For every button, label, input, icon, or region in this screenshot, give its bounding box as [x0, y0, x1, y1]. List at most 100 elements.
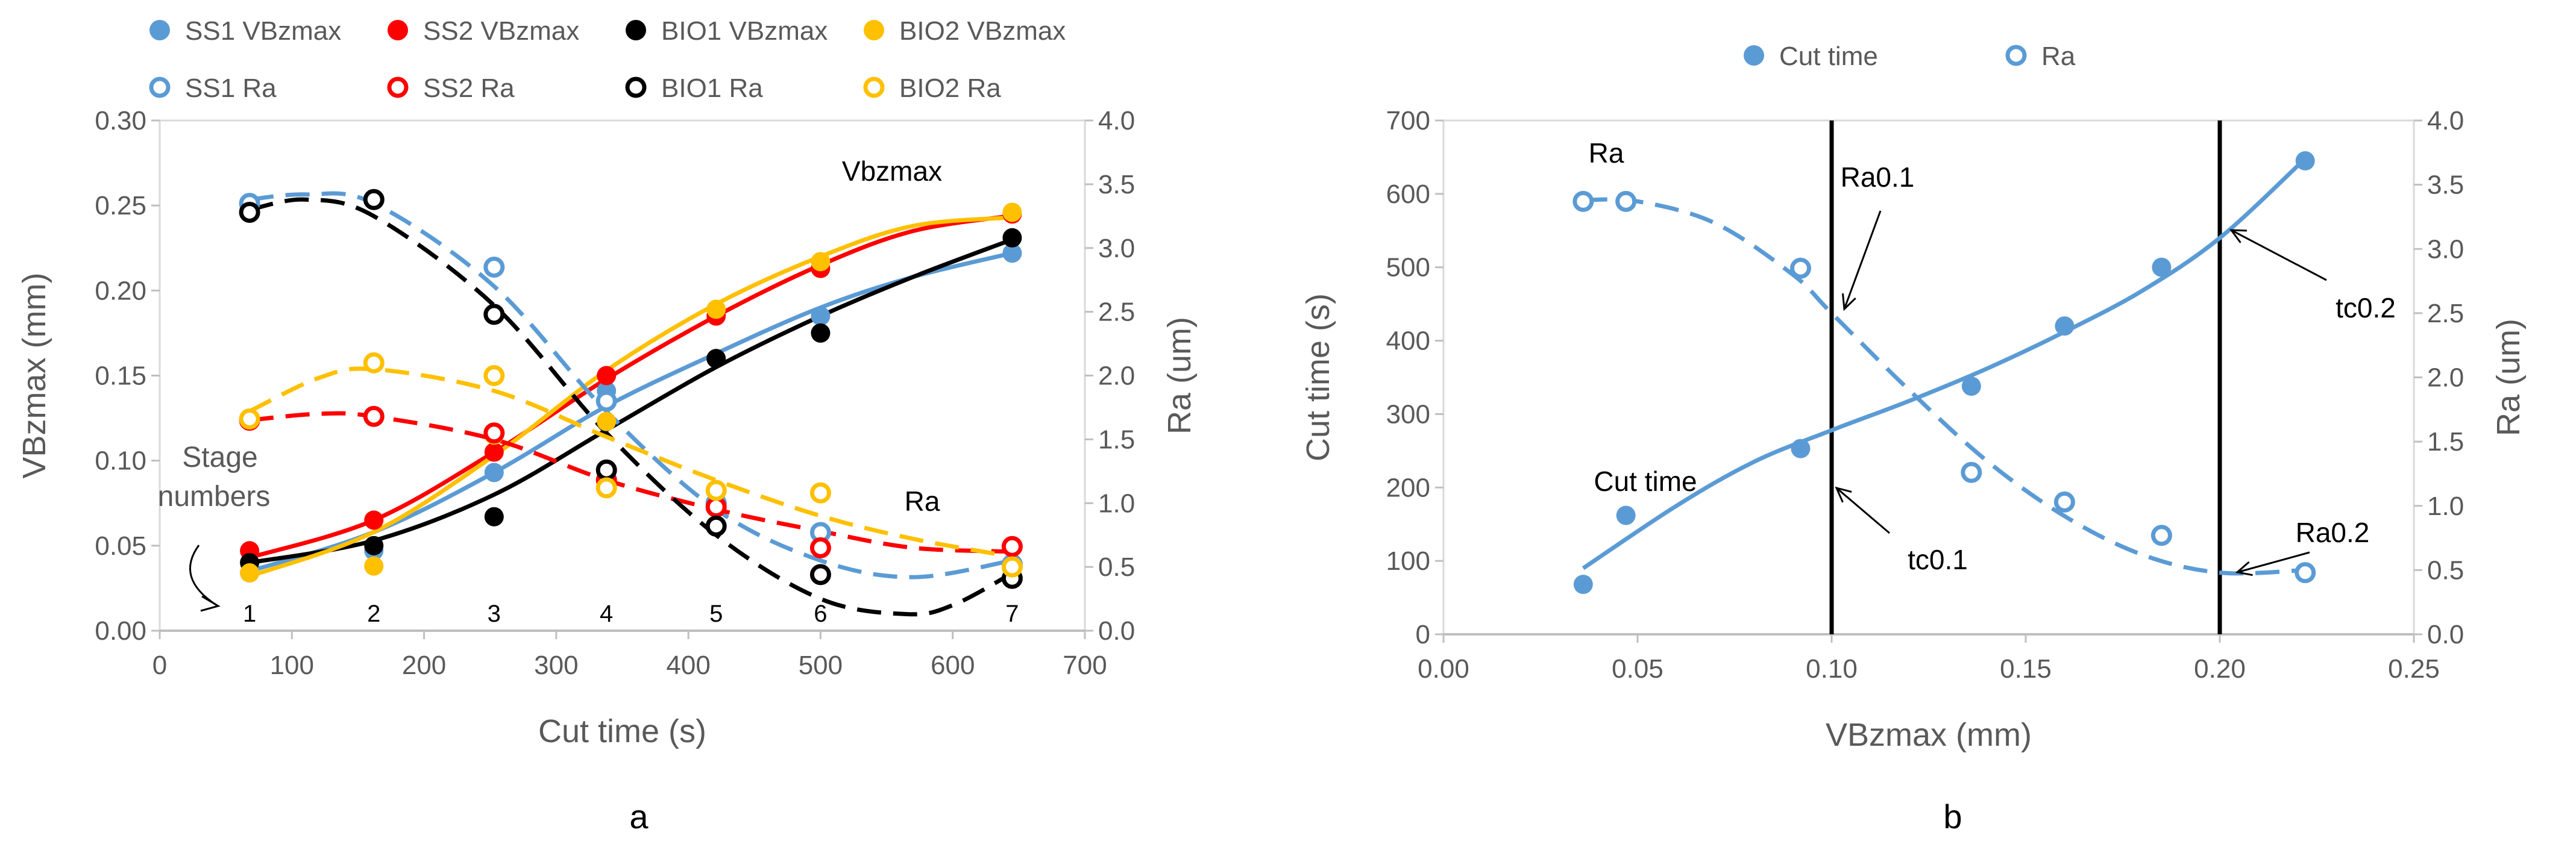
annotation-ra: Ra [905, 486, 940, 517]
point-ss2-ra [1001, 536, 1023, 557]
point-ss1-vbzmax [811, 306, 831, 326]
point-ra [1572, 190, 1594, 212]
point-bio1-vbzmax [364, 536, 384, 555]
x-axis-title: Cut time (s) [538, 713, 706, 749]
point-bio2-ra [1001, 556, 1023, 578]
x-axis-title: VBzmax (mm) [1826, 717, 2032, 753]
y2-tick-label: 3.5 [2427, 170, 2464, 200]
point-bio2-vbzmax [240, 563, 260, 583]
annotation-ra0-1: Ra0.1 [1841, 161, 1915, 193]
x-tick-label: 0.20 [2194, 654, 2246, 684]
point-bio1-vbzmax [484, 507, 504, 526]
point-ss2-vbzmax [597, 366, 617, 386]
legend-entry: BIO1 VBzmax [661, 16, 828, 46]
point-cut-time [2295, 151, 2315, 171]
point-bio2-ra [595, 477, 617, 499]
y2-axis-title: Ra (um) [1161, 317, 1198, 434]
annotation-arrow [1843, 210, 1882, 310]
y-tick-label: 0.05 [95, 531, 146, 561]
fit-curve-ra [1583, 197, 2305, 576]
y2-tick-label: 3.5 [1098, 170, 1135, 199]
point-bio2-ra [705, 479, 727, 501]
y-tick-label: 500 [1386, 253, 1430, 283]
y-tick-label: 0.00 [95, 616, 146, 646]
fit-curve-bio2-vbzmax [248, 215, 1013, 578]
point-bio2-vbzmax [364, 556, 384, 576]
point-ss2-ra [363, 405, 385, 427]
annotation-cut-time: Cut time [1594, 466, 1697, 497]
legend-marker [863, 77, 885, 98]
y2-tick-label: 0.0 [2427, 620, 2464, 649]
annotation-vbzmax: Vbzmax [842, 155, 942, 187]
fit-curve-bio1-vbzmax [249, 237, 1013, 565]
x-tick-label: 400 [666, 651, 710, 680]
annotation-arrow-head [1841, 293, 1856, 311]
y-axis-title: Cut time (s) [1300, 293, 1336, 461]
legend-marker [864, 20, 884, 40]
point-bio1-vbzmax [811, 323, 831, 343]
x-tick-label: 200 [402, 651, 446, 680]
point-bio1-ra [239, 201, 260, 223]
point-bio2-ra [239, 408, 260, 430]
legend-entry: SS2 VBzmax [423, 16, 579, 46]
y-tick-label: 100 [1386, 546, 1430, 576]
y2-tick-label: 1.5 [2427, 427, 2464, 457]
legend-entry: SS2 Ra [423, 73, 515, 103]
legend-entry: BIO2 VBzmax [899, 16, 1066, 46]
point-ss2-vbzmax [364, 510, 384, 530]
legend-entry: BIO1 Ra [661, 73, 763, 103]
y2-tick-label: 2.0 [1098, 361, 1135, 391]
point-bio2-ra [363, 352, 385, 373]
point-ra [1789, 257, 1811, 279]
stage-number: 3 [488, 601, 501, 627]
y2-tick-label: 0.5 [2427, 555, 2464, 585]
point-cut-time [1616, 505, 1636, 525]
annotation-ra0-2: Ra0.2 [2296, 517, 2370, 548]
annotation-arrow [1836, 487, 1890, 534]
point-ss2-ra [809, 537, 831, 558]
point-cut-time [2152, 257, 2172, 277]
y-tick-label: 0.25 [95, 191, 146, 220]
annotation-stage-numbers: Stage [182, 442, 257, 473]
x-tick-label: 700 [1063, 651, 1107, 680]
y2-tick-label: 1.0 [1098, 489, 1135, 518]
point-cut-time [1961, 376, 1981, 396]
point-ra [1615, 190, 1637, 212]
y2-tick-label: 4.0 [1098, 106, 1135, 136]
annotation-arrow-head [1835, 486, 1852, 503]
y-tick-label: 0 [1416, 620, 1430, 649]
stage-number: 7 [1005, 601, 1019, 627]
y2-tick-label: 4.0 [2427, 106, 2464, 136]
stage-number: 2 [367, 601, 380, 627]
x-tick-label: 0.05 [1612, 654, 1663, 684]
y2-tick-label: 0.0 [1098, 616, 1135, 646]
annotation-arrow-head [2235, 561, 2253, 576]
fit-curve-ss1-ra [249, 191, 1013, 579]
point-ra [2295, 562, 2316, 584]
y2-tick-label: 2.5 [1098, 298, 1135, 327]
point-ra [2150, 525, 2172, 546]
stage-number: 1 [243, 601, 256, 627]
point-bio1-ra [809, 564, 831, 586]
x-tick-label: 100 [270, 651, 314, 680]
point-cut-time [2055, 316, 2075, 336]
annotation-tc0-1: tc0.1 [1908, 544, 1968, 575]
x-tick-label: 600 [931, 651, 975, 680]
legend-entry: SS1 Ra [185, 73, 277, 103]
y2-tick-label: 1.5 [1098, 425, 1135, 454]
legend-entry: SS1 VBzmax [185, 16, 341, 46]
x-tick-label: 0.00 [1418, 654, 1469, 684]
panel-label-b: b [1943, 798, 1962, 836]
y-tick-label: 0.30 [95, 106, 146, 136]
y2-tick-label: 3.0 [2427, 234, 2464, 264]
point-bio1-ra [483, 304, 505, 325]
fit-curve-bio1-ra [249, 197, 1014, 617]
point-bio2-vbzmax [597, 411, 617, 431]
point-cut-time [1791, 439, 1811, 458]
y-tick-label: 400 [1386, 326, 1430, 356]
chart-a: 0 100 200 300 400 500 600 7000.000.050.100.150.… [16, 16, 1198, 749]
x-tick-label: 300 [534, 651, 578, 680]
y-tick-label: 0.15 [95, 361, 146, 391]
